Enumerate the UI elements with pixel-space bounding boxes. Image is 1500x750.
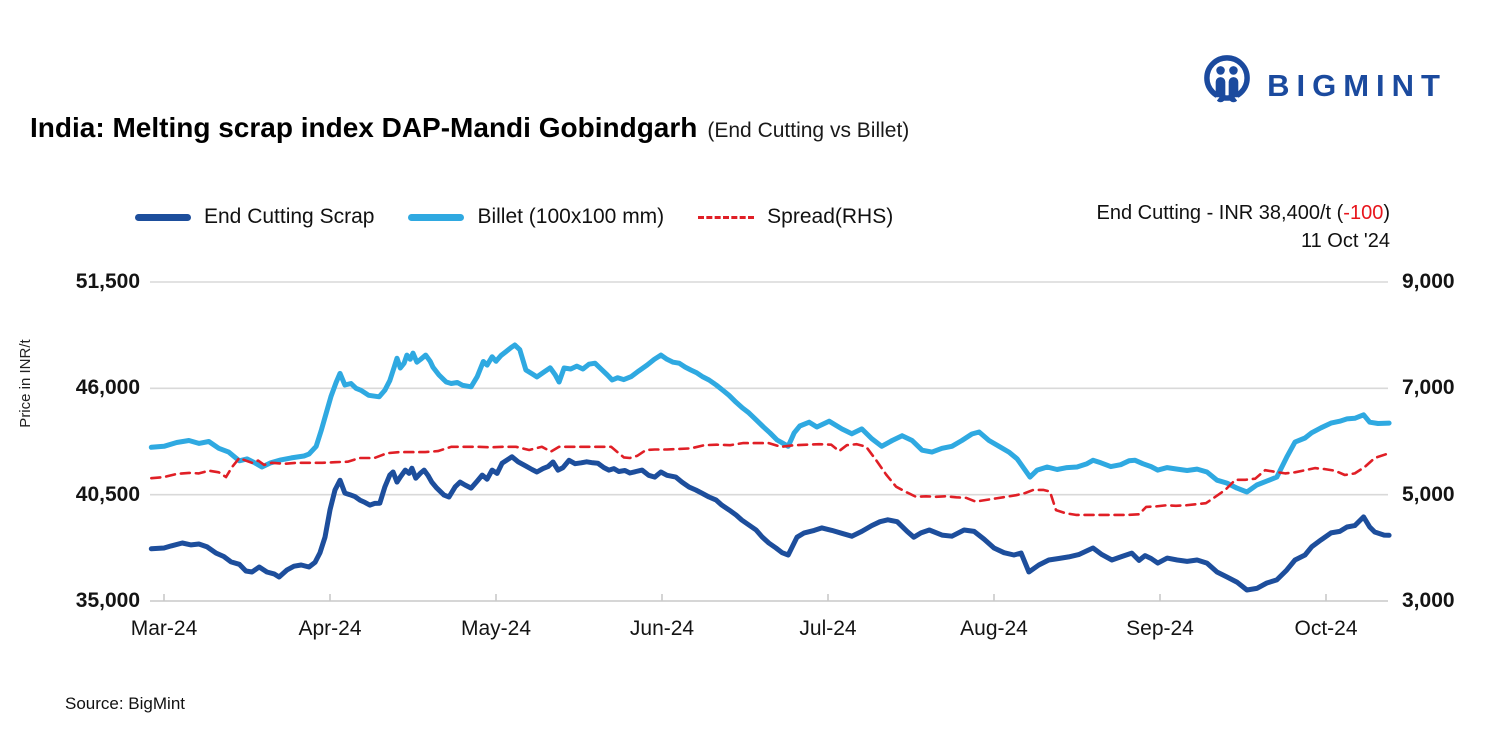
chart-legend: End Cutting Scrap Billet (100x100 mm) Sp… <box>135 205 893 229</box>
x-axis-tick-label: May-24 <box>460 617 532 640</box>
x-axis-tick-label: Sep-24 <box>1126 617 1194 640</box>
title-row: India: Melting scrap index DAP-Mandi Gob… <box>30 112 909 144</box>
bigmint-logo-icon <box>1201 52 1253 119</box>
source-note: Source: BigMint <box>65 694 185 713</box>
page-title: India: Melting scrap index DAP-Mandi Gob… <box>30 112 698 143</box>
y-axis-right-tick-label: 7,000 <box>1402 376 1455 400</box>
x-axis-tick-label: Apr-24 <box>298 617 362 640</box>
y-axis-left-tick-label: 40,500 <box>75 482 140 506</box>
end-cutting-scrap-line <box>148 454 1392 593</box>
x-axis-tick-label: Mar-24 <box>130 617 198 640</box>
latest-price-date: 11 Oct '24 <box>1300 230 1390 252</box>
billet-100x100-mm--line <box>148 342 1392 495</box>
legend-item-end-cutting-scrap: End Cutting Scrap <box>135 205 374 229</box>
y-axis-right-tick-label: 3,000 <box>1402 589 1455 612</box>
x-axis-tick-label: Jun-24 <box>629 617 695 640</box>
y-axis-title: Price in INR/t <box>17 339 34 428</box>
price-change-value: -100 <box>1343 202 1384 224</box>
billet-line-swatch <box>408 213 465 221</box>
y-axis-right-tick-label: 5,000 <box>1402 482 1455 506</box>
legend-label: Spread(RHS) <box>767 205 894 228</box>
spread-rhs--line <box>150 441 1391 517</box>
legend-label: Billet (100x100 mm) <box>477 205 665 228</box>
brand-name: BIGMINT <box>1267 67 1447 103</box>
latest-price-annotation: End Cutting - INR 38,400/t (-100) 11 Oct… <box>1097 199 1391 255</box>
page-title-suffix: (End Cutting vs Billet) <box>707 119 910 142</box>
legend-item-billet: Billet (100x100 mm) <box>408 205 664 229</box>
x-axis-tick-label: Oct-24 <box>1294 617 1358 640</box>
latest-price-line: End Cutting - INR 38,400/t (-100) <box>1096 202 1391 224</box>
x-axis-tick-label: Jul-24 <box>799 617 857 640</box>
y-axis-left-tick-label: 46,000 <box>75 376 140 400</box>
brand-logo: BIGMINT <box>1201 52 1447 119</box>
legend-item-spread: Spread(RHS) <box>698 205 893 229</box>
legend-label: End Cutting Scrap <box>204 205 375 228</box>
y-axis-left-tick-label: 35,000 <box>75 589 140 612</box>
x-axis-tick-label: Aug-24 <box>960 617 1028 640</box>
y-axis-left-tick-label: 51,500 <box>75 270 140 293</box>
end-cutting-line-swatch <box>135 213 191 221</box>
spread-line-swatch <box>698 215 755 219</box>
y-axis-right-tick-label: 9,000 <box>1402 270 1455 293</box>
